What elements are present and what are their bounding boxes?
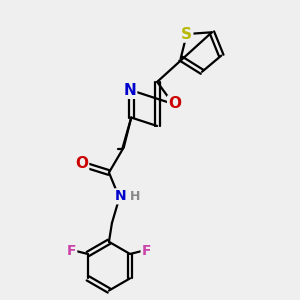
Text: S: S bbox=[181, 26, 192, 41]
Text: F: F bbox=[67, 244, 76, 258]
Text: H: H bbox=[130, 190, 140, 203]
Text: N: N bbox=[123, 83, 136, 98]
Text: N: N bbox=[115, 189, 127, 203]
Text: O: O bbox=[75, 156, 88, 171]
Text: F: F bbox=[142, 244, 151, 258]
Text: O: O bbox=[168, 96, 181, 111]
